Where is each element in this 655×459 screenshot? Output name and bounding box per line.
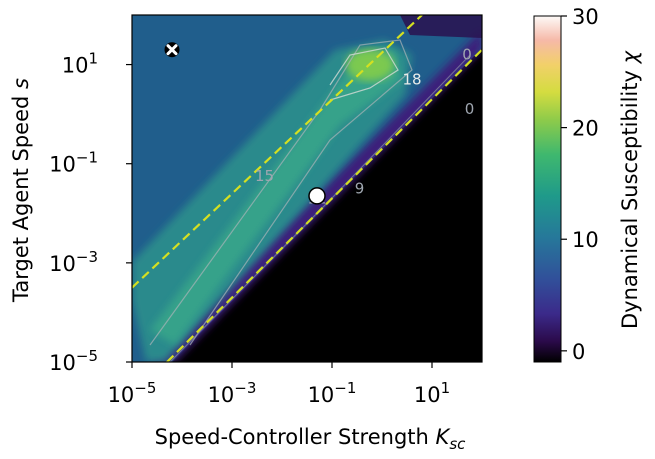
y-axis-ticks: 10−5 10−3 10−1 101 [49, 50, 132, 375]
y-tick-label: 101 [62, 50, 98, 78]
colorbar-label: Dynamical Susceptibility χ [618, 49, 642, 329]
x-tick-label: 10−1 [308, 379, 357, 407]
y-axis-label: Target Agent Speed s [9, 78, 33, 303]
colorbar-ticks: 0 10 20 30 [561, 5, 599, 364]
x-tick-label: 10−5 [108, 379, 157, 407]
cross-marker [164, 42, 180, 58]
y-tick-label: 10−1 [49, 149, 98, 177]
x-tick-label: 101 [414, 379, 450, 407]
heatmap-top-purple [400, 15, 482, 38]
dashed-line-lower [166, 48, 482, 362]
contour-label: 9 [355, 179, 365, 197]
contour-label: 0 [462, 46, 472, 64]
colorbar-tick-label: 0 [572, 340, 585, 364]
contour-label: 18 [402, 70, 421, 88]
colorbar-tick-label: 30 [572, 5, 599, 29]
colorbar-gradient [533, 15, 562, 363]
contour-line-inner [329, 47, 399, 101]
x-axis-label: Speed-Controller Strength Ksc [155, 425, 467, 453]
markers [164, 42, 326, 205]
colorbar: 0 10 20 30 Dynamical Susceptibility χ [533, 5, 642, 364]
reference-lines [132, 15, 482, 362]
plot-frame [131, 14, 483, 363]
x-tick-label: 10−3 [208, 379, 257, 407]
contour-label: 15 [255, 167, 274, 185]
colorbar-tick-label: 10 [572, 228, 599, 252]
circle-marker [308, 187, 326, 205]
contour-label: 0 [465, 100, 475, 118]
colorbar-tick-label: 20 [572, 117, 599, 141]
cross-icon [166, 44, 178, 56]
y-tick-label: 10−3 [49, 248, 98, 276]
heatmap-green-band [150, 50, 402, 345]
y-tick-label: 10−5 [49, 347, 98, 375]
dashed-line-upper [132, 15, 423, 289]
x-axis-ticks: 10−5 10−3 10−1 101 [108, 362, 450, 407]
